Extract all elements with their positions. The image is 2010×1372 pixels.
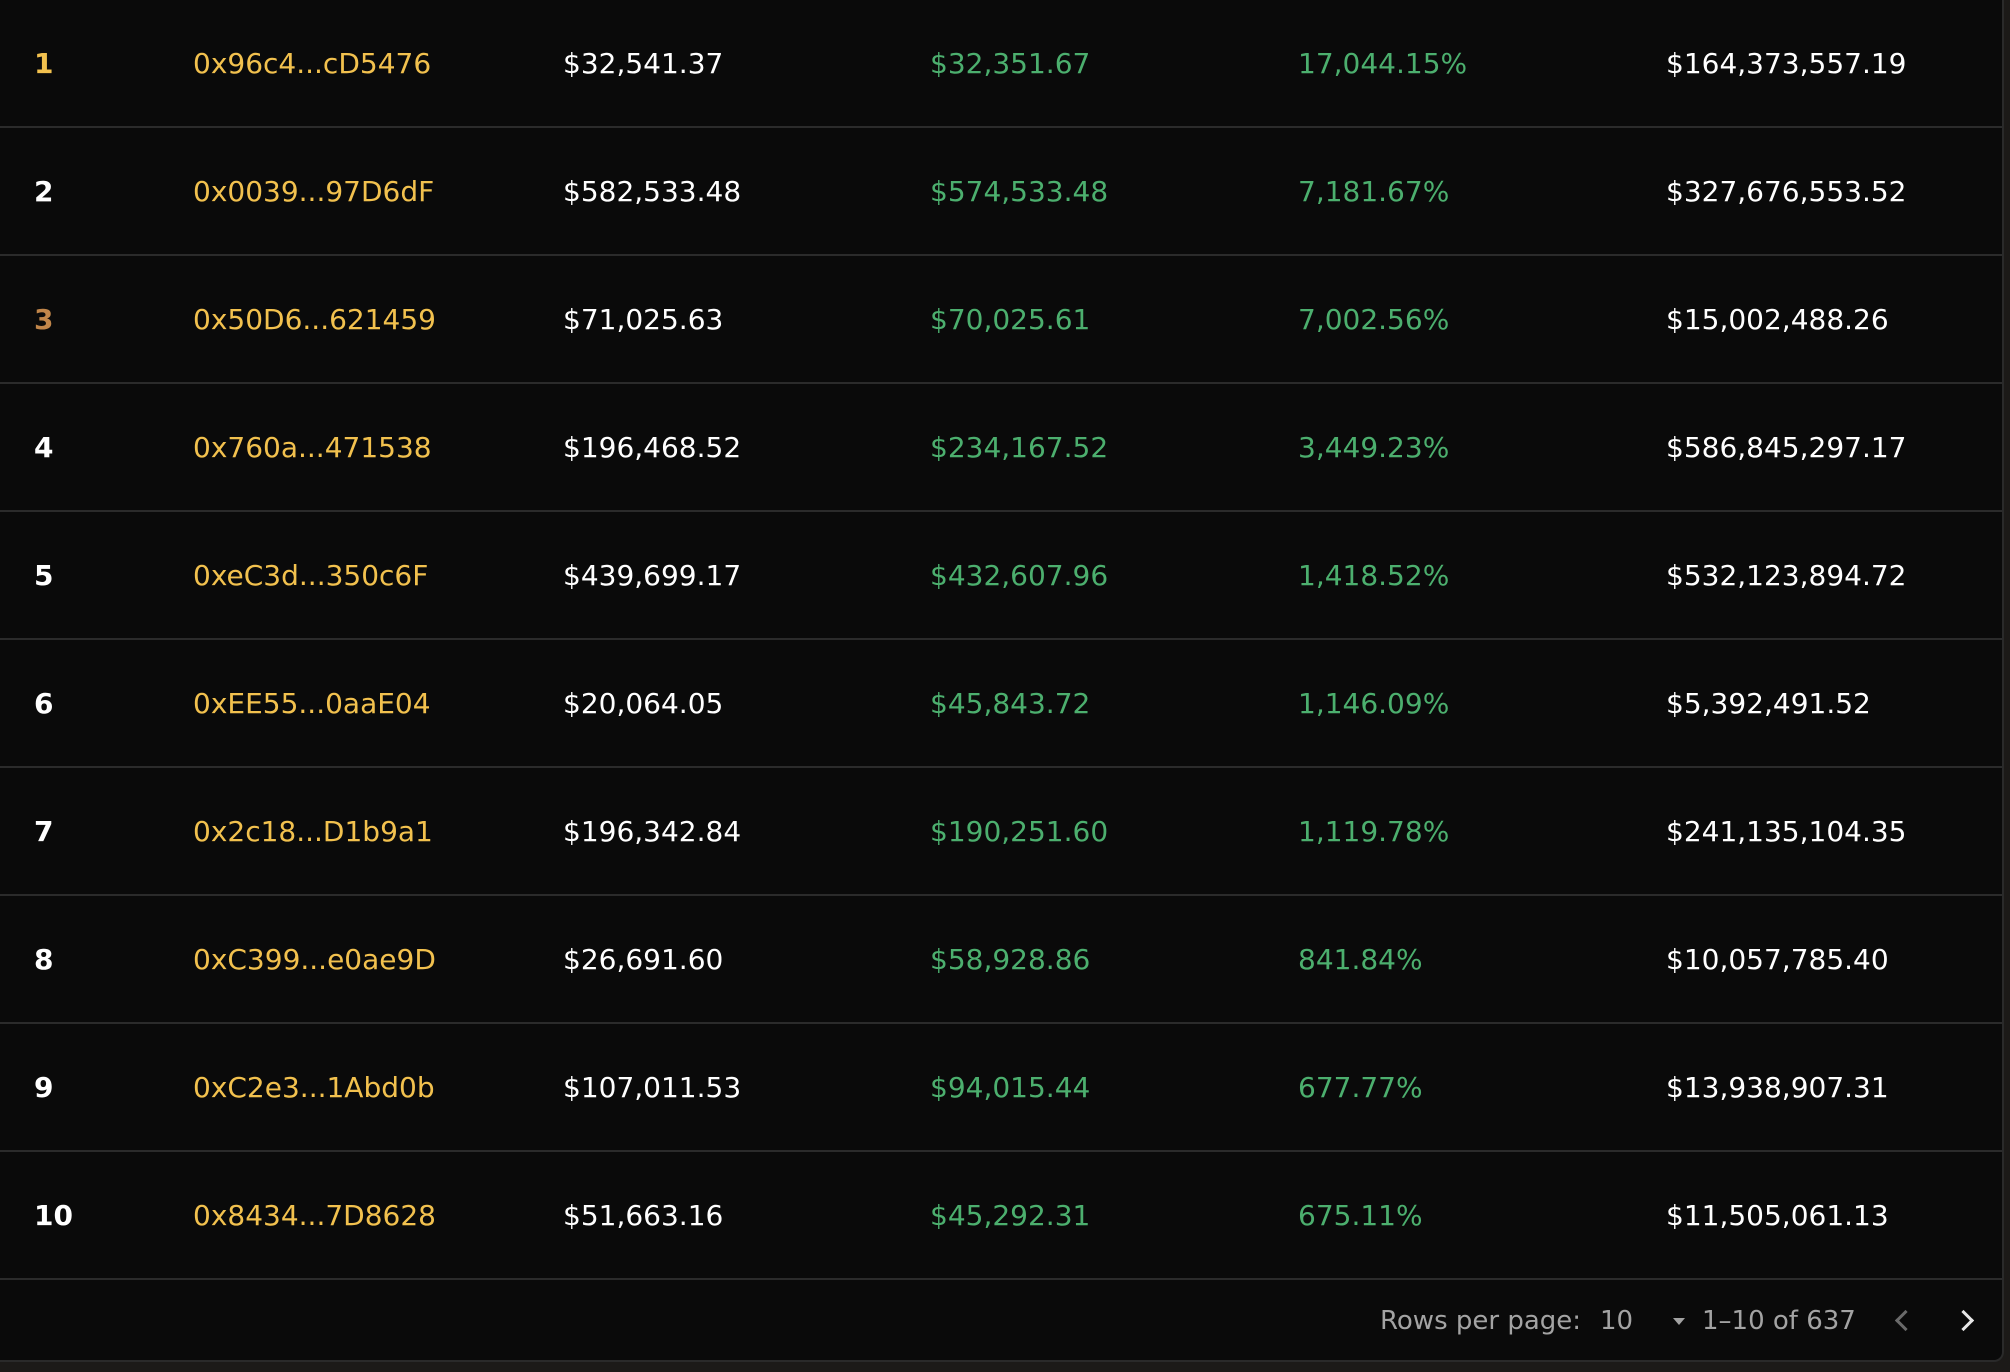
previous-page-button[interactable] <box>1882 1300 1922 1340</box>
buy-amount-cell: $26,691.60 <box>563 943 724 976</box>
roi-cell: 7,002.56% <box>1298 303 1450 336</box>
pnl-cell: $32,351.67 <box>930 47 1091 80</box>
wallet-address-link[interactable]: 0xC2e3...1Abd0b <box>193 1071 435 1104</box>
pnl-cell: $45,843.72 <box>930 687 1091 720</box>
wallet-address-link[interactable]: 0xC399...e0ae9D <box>193 943 436 976</box>
chevron-left-icon <box>1894 1309 1916 1331</box>
table-row[interactable]: 3 0x50D6...621459 $71,025.63 $70,025.61 7,00… <box>0 256 2002 384</box>
buy-amount-cell: $107,011.53 <box>563 1071 742 1104</box>
table-row[interactable]: 7 0x2c18...D1b9a1 $196,342.84 $190,251.60 1,… <box>0 768 2002 896</box>
buy-amount-cell: $582,533.48 <box>563 175 742 208</box>
volume-cell: $10,057,785.40 <box>1666 943 1889 976</box>
pagination-range: 1–10 of 637 <box>1702 1306 1856 1336</box>
table-row[interactable]: 8 0xC399...e0ae9D $26,691.60 $58,928.86 841.… <box>0 896 2002 1024</box>
roi-cell: 7,181.67% <box>1298 175 1450 208</box>
rows-per-page-value: 10 <box>1600 1306 1634 1336</box>
volume-cell: $164,373,557.19 <box>1666 47 1907 80</box>
table-row[interactable]: 5 0xeC3d...350c6F $439,699.17 $432,607.96 1,… <box>0 512 2002 640</box>
table-row[interactable]: 9 0xC2e3...1Abd0b $107,011.53 $94,015.44 677… <box>0 1024 2002 1152</box>
pnl-cell: $574,533.48 <box>930 175 1109 208</box>
volume-cell: $15,002,488.26 <box>1666 303 1889 336</box>
buy-amount-cell: $51,663.16 <box>563 1199 724 1232</box>
pnl-cell: $190,251.60 <box>930 815 1109 848</box>
table-row[interactable]: 2 0x0039...97D6dF $582,533.48 $574,533.48 7,… <box>0 128 2002 256</box>
pnl-cell: $58,928.86 <box>930 943 1091 976</box>
wallet-address-link[interactable]: 0x760a...471538 <box>193 431 432 464</box>
rank-cell: 7 <box>34 815 54 848</box>
roi-cell: 1,119.78% <box>1298 815 1450 848</box>
table-row[interactable]: 4 0x760a...471538 $196,468.52 $234,167.52 3,… <box>0 384 2002 512</box>
roi-cell: 1,418.52% <box>1298 559 1450 592</box>
caret-down-icon <box>1673 1317 1686 1325</box>
roi-cell: 1,146.09% <box>1298 687 1450 720</box>
next-page-button[interactable] <box>1946 1300 1986 1340</box>
wallet-address-link[interactable]: 0x8434...7D8628 <box>193 1199 436 1232</box>
wallet-address-link[interactable]: 0x0039...97D6dF <box>193 175 435 208</box>
buy-amount-cell: $20,064.05 <box>563 687 724 720</box>
rows-per-page-label: Rows per page: <box>1380 1306 1582 1336</box>
roi-cell: 677.77% <box>1298 1071 1423 1104</box>
pnl-cell: $432,607.96 <box>930 559 1109 592</box>
pnl-cell: $94,015.44 <box>930 1071 1091 1104</box>
wallet-address-link[interactable]: 0x50D6...621459 <box>193 303 436 336</box>
rank-cell: 6 <box>34 687 54 720</box>
buy-amount-cell: $32,541.37 <box>563 47 724 80</box>
wallet-address-link[interactable]: 0xeC3d...350c6F <box>193 559 429 592</box>
volume-cell: $13,938,907.31 <box>1666 1071 1889 1104</box>
chevron-right-icon <box>1952 1309 1974 1331</box>
roi-cell: 841.84% <box>1298 943 1423 976</box>
roi-cell: 17,044.15% <box>1298 47 1468 80</box>
volume-cell: $241,135,104.35 <box>1666 815 1907 848</box>
buy-amount-cell: $439,699.17 <box>563 559 742 592</box>
rank-cell: 2 <box>34 175 54 208</box>
rank-cell: 3 <box>34 303 54 336</box>
volume-cell: $586,845,297.17 <box>1666 431 1907 464</box>
pagination-bar: Rows per page: 10 1–10 of 637 <box>0 1280 2002 1360</box>
rank-cell: 10 <box>34 1199 73 1232</box>
wallet-address-link[interactable]: 0xEE55...0aaE04 <box>193 687 431 720</box>
table-row[interactable]: 10 0x8434...7D8628 $51,663.16 $45,292.31 675… <box>0 1152 2002 1280</box>
rank-cell: 5 <box>34 559 54 592</box>
volume-cell: $5,392,491.52 <box>1666 687 1871 720</box>
roi-cell: 675.11% <box>1298 1199 1423 1232</box>
table-row[interactable]: 6 0xEE55...0aaE04 $20,064.05 $45,843.72 1,14… <box>0 640 2002 768</box>
buy-amount-cell: $196,468.52 <box>563 431 742 464</box>
roi-cell: 3,449.23% <box>1298 431 1450 464</box>
buy-amount-cell: $71,025.63 <box>563 303 724 336</box>
pnl-cell: $70,025.61 <box>930 303 1091 336</box>
wallet-address-link[interactable]: 0x2c18...D1b9a1 <box>193 815 433 848</box>
buy-amount-cell: $196,342.84 <box>563 815 742 848</box>
wallet-address-link[interactable]: 0x96c4...cD5476 <box>193 47 432 80</box>
pnl-cell: $45,292.31 <box>930 1199 1091 1232</box>
table-row[interactable]: 1 0x96c4...cD5476 $32,541.37 $32,351.67 17,0… <box>0 0 2002 128</box>
rank-cell: 1 <box>34 47 54 80</box>
pnl-cell: $234,167.52 <box>930 431 1109 464</box>
rank-cell: 4 <box>34 431 54 464</box>
rank-cell: 8 <box>34 943 54 976</box>
volume-cell: $327,676,553.52 <box>1666 175 1907 208</box>
rows-per-page-select[interactable]: 10 <box>1600 1280 1686 1360</box>
volume-cell: $532,123,894.72 <box>1666 559 1907 592</box>
volume-cell: $11,505,061.13 <box>1666 1199 1889 1232</box>
rank-cell: 9 <box>34 1071 54 1104</box>
